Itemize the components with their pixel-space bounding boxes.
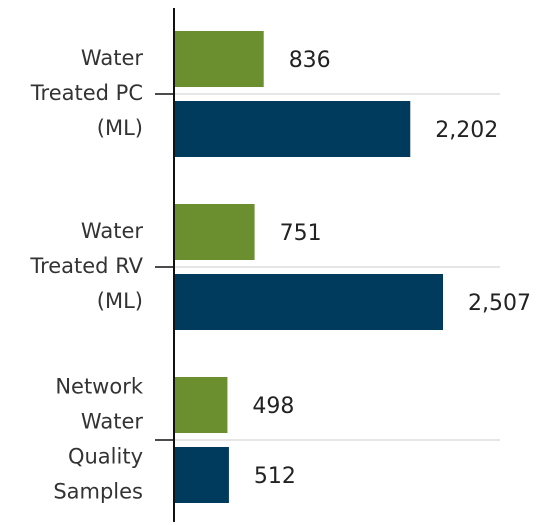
value-label: 751 — [280, 221, 322, 246]
bar — [174, 204, 255, 260]
value-label: 2,202 — [435, 118, 498, 143]
category-label: Network Water Quality Samples — [53, 375, 144, 504]
value-label: 512 — [254, 464, 296, 489]
value-label: 836 — [289, 48, 331, 73]
bar — [174, 31, 264, 87]
category-label: Water Treated RV (ML) — [29, 219, 143, 313]
bar — [174, 274, 443, 330]
bar — [174, 377, 228, 433]
category-label: Water Treated PC (ML) — [30, 46, 144, 140]
value-label: 2,507 — [468, 291, 531, 316]
bar — [174, 101, 411, 157]
bar — [174, 447, 229, 503]
value-label: 498 — [252, 394, 294, 419]
